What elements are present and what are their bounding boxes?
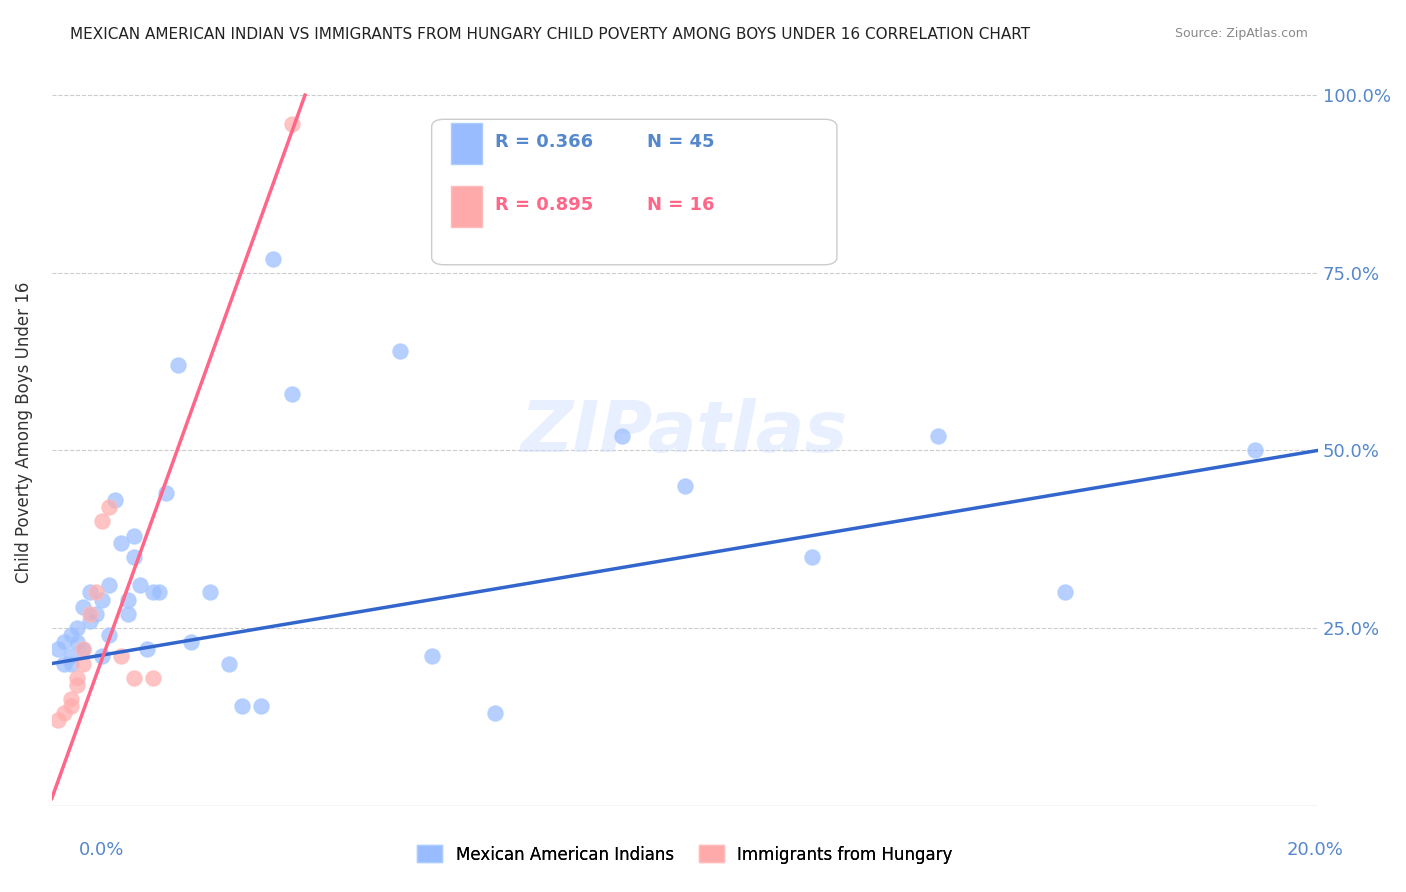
FancyBboxPatch shape bbox=[451, 123, 482, 164]
Point bbox=[148, 585, 170, 599]
Point bbox=[142, 671, 165, 685]
Point bbox=[91, 592, 114, 607]
Point bbox=[91, 515, 114, 529]
Point bbox=[484, 706, 506, 721]
Point bbox=[72, 657, 94, 671]
Point bbox=[97, 500, 120, 515]
Point bbox=[155, 486, 177, 500]
Point bbox=[84, 607, 107, 621]
Point bbox=[122, 671, 145, 685]
Text: MEXICAN AMERICAN INDIAN VS IMMIGRANTS FROM HUNGARY CHILD POVERTY AMONG BOYS UNDE: MEXICAN AMERICAN INDIAN VS IMMIGRANTS FR… bbox=[70, 27, 1031, 42]
Point bbox=[1053, 585, 1076, 599]
Point bbox=[59, 628, 82, 642]
Point bbox=[66, 671, 89, 685]
Text: 20.0%: 20.0% bbox=[1286, 841, 1343, 859]
Point bbox=[110, 649, 132, 664]
Point bbox=[79, 607, 101, 621]
Text: ZIPatlas: ZIPatlas bbox=[522, 398, 849, 467]
Point bbox=[59, 699, 82, 714]
Point bbox=[231, 699, 253, 714]
Point bbox=[59, 692, 82, 706]
Point bbox=[53, 706, 76, 721]
Legend: Mexican American Indians, Immigrants from Hungary: Mexican American Indians, Immigrants fro… bbox=[409, 837, 960, 871]
Point bbox=[167, 358, 190, 372]
Point bbox=[281, 386, 304, 401]
Point bbox=[135, 642, 157, 657]
Point bbox=[66, 678, 89, 692]
Point bbox=[79, 614, 101, 628]
Point bbox=[66, 635, 89, 649]
Point bbox=[927, 429, 949, 443]
Point bbox=[72, 642, 94, 657]
Point bbox=[59, 657, 82, 671]
Point bbox=[129, 578, 152, 592]
Text: N = 16: N = 16 bbox=[647, 196, 714, 214]
Point bbox=[800, 549, 823, 564]
Point bbox=[249, 699, 271, 714]
Point bbox=[117, 592, 139, 607]
FancyBboxPatch shape bbox=[451, 186, 482, 227]
Point bbox=[72, 599, 94, 614]
Point bbox=[84, 585, 107, 599]
Point bbox=[218, 657, 240, 671]
Point bbox=[673, 479, 696, 493]
Point bbox=[59, 649, 82, 664]
Point bbox=[97, 578, 120, 592]
Point bbox=[1243, 443, 1265, 458]
Point bbox=[388, 343, 411, 358]
Point bbox=[46, 642, 69, 657]
Text: R = 0.895: R = 0.895 bbox=[495, 196, 593, 214]
Text: 0.0%: 0.0% bbox=[79, 841, 124, 859]
FancyBboxPatch shape bbox=[432, 120, 837, 265]
Point bbox=[198, 585, 221, 599]
Point bbox=[53, 657, 76, 671]
Point bbox=[79, 585, 101, 599]
Point bbox=[117, 607, 139, 621]
Text: N = 45: N = 45 bbox=[647, 133, 714, 151]
Text: R = 0.366: R = 0.366 bbox=[495, 133, 593, 151]
Point bbox=[110, 535, 132, 549]
Point bbox=[72, 642, 94, 657]
Point bbox=[66, 621, 89, 635]
Point bbox=[53, 635, 76, 649]
Y-axis label: Child Poverty Among Boys Under 16: Child Poverty Among Boys Under 16 bbox=[15, 282, 32, 583]
Point bbox=[46, 714, 69, 728]
Point bbox=[104, 493, 127, 508]
Point bbox=[122, 528, 145, 542]
Point bbox=[122, 549, 145, 564]
Text: Source: ZipAtlas.com: Source: ZipAtlas.com bbox=[1174, 27, 1308, 40]
Point bbox=[180, 635, 202, 649]
Point bbox=[91, 649, 114, 664]
Point bbox=[262, 252, 284, 266]
Point bbox=[610, 429, 633, 443]
Point bbox=[281, 117, 304, 131]
Point bbox=[420, 649, 443, 664]
Point bbox=[142, 585, 165, 599]
Point bbox=[97, 628, 120, 642]
